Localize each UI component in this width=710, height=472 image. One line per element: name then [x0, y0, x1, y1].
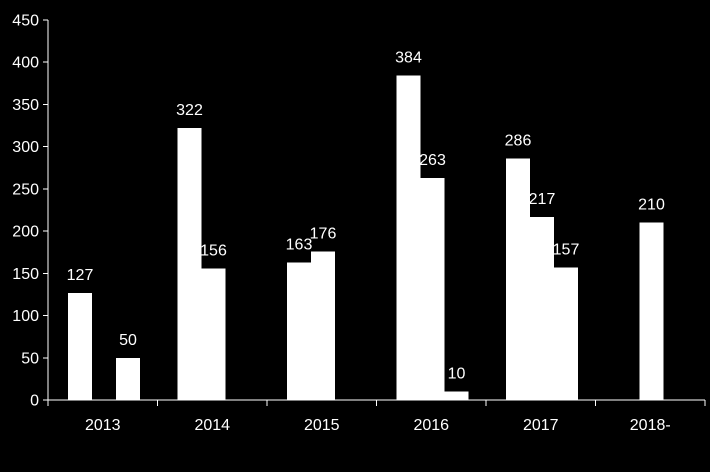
x-tick-label: 2013 — [85, 417, 121, 434]
data-label: 50 — [119, 332, 137, 349]
x-tick-label: 2014 — [194, 417, 230, 434]
y-axis: 0 50 100 150 200 250 300 350 400 450 — [12, 13, 49, 410]
bar — [639, 222, 664, 400]
y-tick-label: 150 — [12, 266, 39, 283]
data-label: 263 — [419, 152, 446, 169]
y-tick-label: 200 — [12, 224, 39, 241]
y-tick-label: 100 — [12, 308, 39, 325]
x-tick-label: 2015 — [304, 417, 340, 434]
x-tick-label: 2017 — [523, 417, 559, 434]
y-tick-label: 250 — [12, 181, 39, 198]
data-label: 384 — [395, 50, 422, 67]
bars — [68, 75, 664, 401]
bar — [554, 267, 578, 400]
y-tick-label: 400 — [12, 55, 39, 72]
x-axis: 2013 2014 2015 2016 2017 2018- — [47, 399, 706, 434]
bar — [68, 292, 92, 400]
data-label: 322 — [176, 102, 203, 119]
x-tick-label: 2016 — [413, 417, 449, 434]
y-tick-label: 450 — [12, 13, 39, 30]
data-label: 286 — [505, 132, 532, 149]
y-tick-label: 0 — [30, 393, 39, 410]
bar — [420, 177, 445, 400]
data-label: 157 — [553, 241, 580, 258]
bar — [444, 391, 469, 400]
y-tick-label: 350 — [12, 97, 39, 114]
bar — [396, 75, 421, 400]
y-tick-label: 300 — [12, 139, 39, 156]
bar — [177, 128, 202, 401]
data-label: 127 — [67, 267, 94, 284]
bar — [201, 268, 226, 400]
data-label: 176 — [310, 225, 337, 242]
data-label: 156 — [200, 242, 227, 259]
data-label: 210 — [638, 197, 665, 214]
data-label: 217 — [529, 191, 556, 208]
bar — [530, 216, 554, 400]
bar — [506, 158, 530, 400]
data-label: 10 — [448, 366, 466, 383]
y-tick-label: 50 — [21, 350, 39, 367]
x-tick-label: 2018- — [630, 417, 671, 434]
data-label: 163 — [286, 236, 313, 253]
bar — [287, 262, 311, 400]
bar — [116, 357, 140, 400]
bar — [311, 251, 335, 400]
